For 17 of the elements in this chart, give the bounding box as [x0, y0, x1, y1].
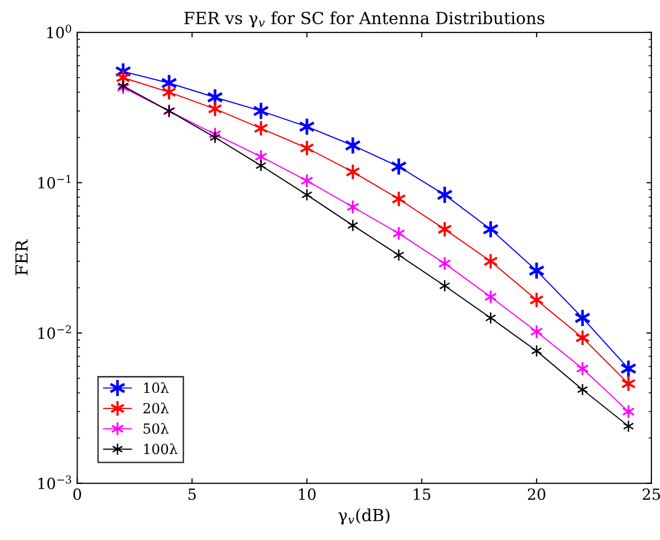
y-tick-label: 10$^{0}$: [47, 24, 72, 38]
x-tick-label: 10: [299, 488, 316, 500]
x-tick-label: 15: [414, 488, 430, 500]
x-axis-title: γ$_{v}$(dB): [338, 508, 390, 525]
legend-label: 100λ: [144, 443, 178, 454]
x-tick-label: 5: [188, 488, 196, 500]
y-tick-label: 10$^{−2}$: [38, 325, 71, 339]
chart-title: FER vs γ$_{v}$ for SC for Antenna Distributions: [184, 11, 544, 28]
legend-label: 20λ: [143, 402, 169, 414]
y-axis-title: FER: [15, 239, 28, 276]
x-tick-label: 25: [642, 488, 660, 500]
x-tick-label: 20: [528, 488, 546, 500]
x-tick-label: 0: [73, 488, 82, 500]
legend-label: 50λ: [144, 423, 169, 434]
y-tick-label: 10$^{−3}$: [38, 476, 72, 490]
legend-label: 10λ: [144, 382, 169, 394]
y-tick-label: 10$^{−1}$: [38, 174, 70, 189]
